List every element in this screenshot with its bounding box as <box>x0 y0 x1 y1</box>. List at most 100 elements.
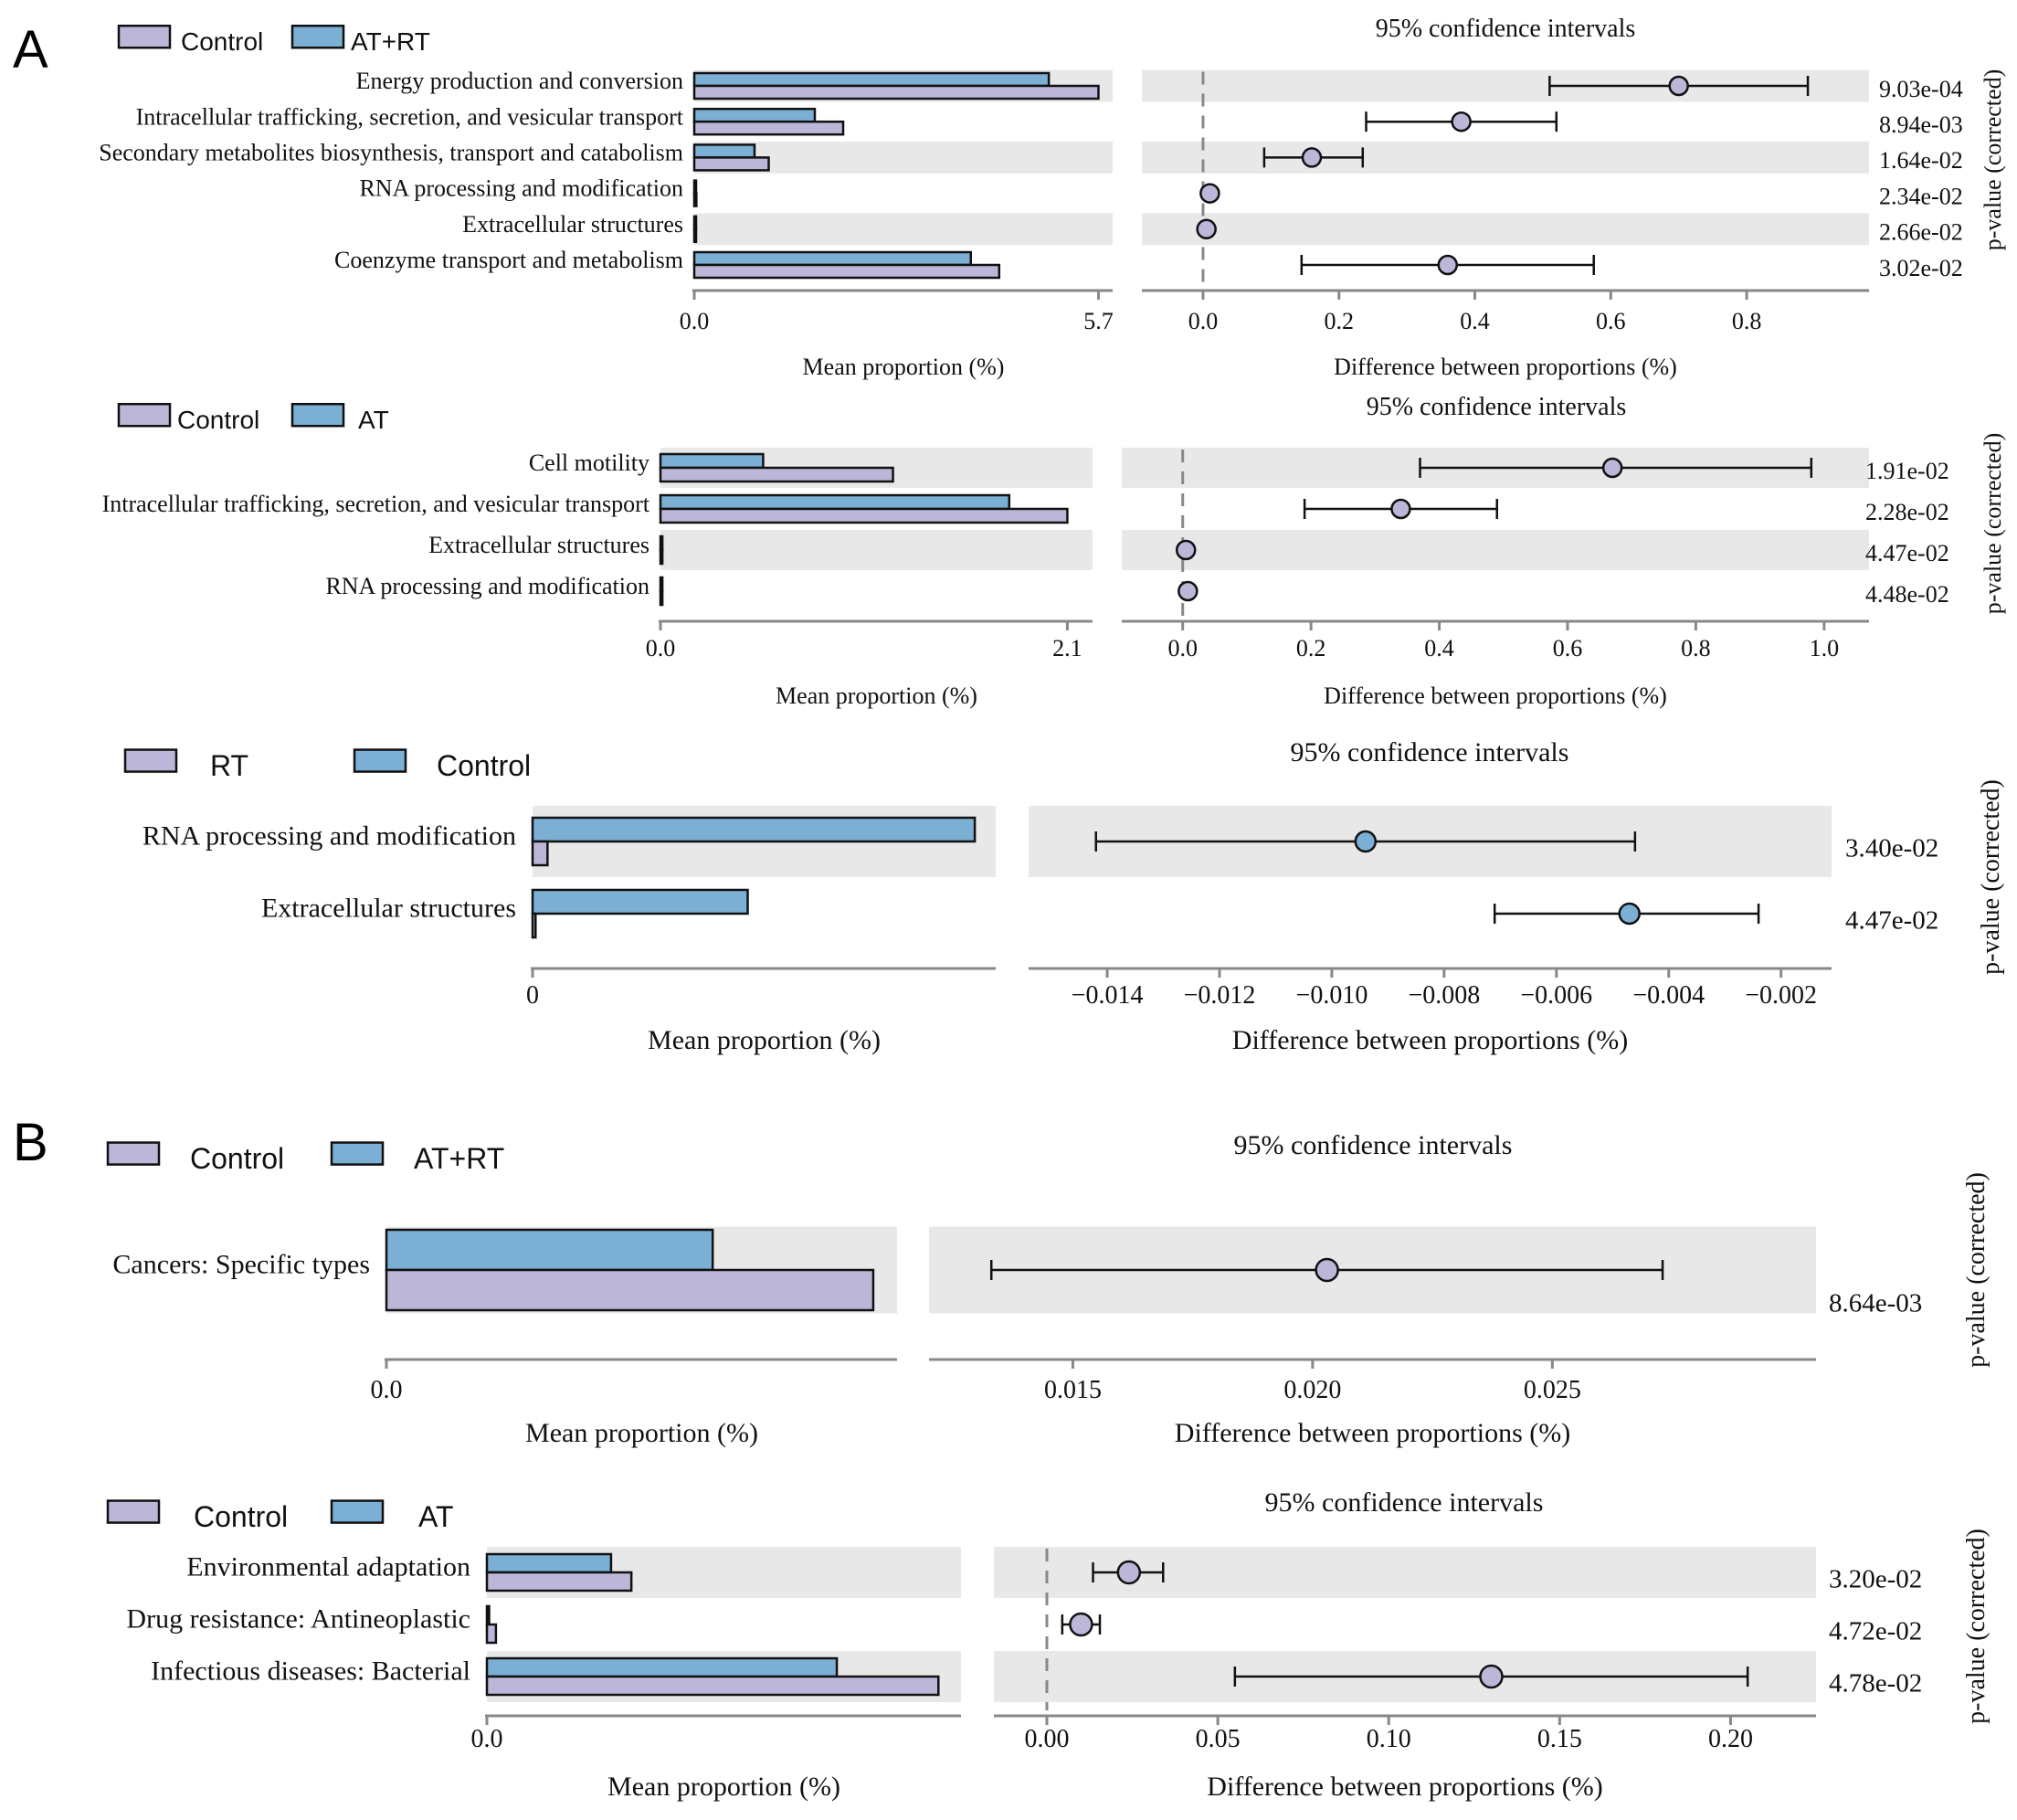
ci-axis-title: Difference between proportions (%) <box>1324 682 1667 709</box>
ci-tick-label: −0.008 <box>1408 981 1480 1010</box>
bar-control <box>385 1268 875 1312</box>
ci-estimate-marker <box>1390 498 1411 520</box>
ci-tick-label: 0.20 <box>1708 1725 1753 1753</box>
ci-tick-label: 0.6 <box>1553 635 1583 661</box>
category-label: RNA processing and modification <box>143 821 516 852</box>
ci-estimate-marker <box>1315 1257 1339 1283</box>
ci-estimate-marker <box>1069 1612 1093 1637</box>
bar-tick-label: 5.7 <box>1083 308 1114 334</box>
ci-tick-label: −0.010 <box>1296 981 1368 1010</box>
ci-tick-label: 0.025 <box>1524 1376 1581 1404</box>
legend-label: Control <box>177 406 259 434</box>
ci-axis-title: Difference between proportions (%) <box>1175 1418 1570 1448</box>
p-value: 1.91e-02 <box>1865 458 1949 484</box>
ci-estimate-marker <box>1175 539 1197 561</box>
legend-label: AT <box>358 406 389 434</box>
bar-treatment <box>692 71 1051 88</box>
bar-treatment <box>531 888 749 915</box>
row-shade-ci <box>1122 530 1869 570</box>
ci-estimate-marker <box>1196 218 1217 240</box>
bar-treatment <box>692 107 817 123</box>
category-label: Extracellular structures <box>261 894 516 924</box>
category-label: Cancers: Specific types <box>112 1250 370 1280</box>
p-value-axis-label: p-value (corrected) <box>1980 433 2006 614</box>
ci-tick-label: 0.0 <box>1167 635 1198 661</box>
ci-estimate-marker <box>1668 75 1689 97</box>
legend-label: AT+RT <box>414 1142 504 1175</box>
category-label: RNA processing and modification <box>325 573 649 599</box>
bar-axis-title: Mean proportion (%) <box>648 1025 881 1055</box>
bar-tick-label: 0.0 <box>680 308 710 334</box>
category-label: Secondary metabolites biosynthesis, tran… <box>99 140 683 166</box>
bar-tick-label: 0 <box>526 981 539 1010</box>
category-label: Infectious diseases: Bacterial <box>151 1656 470 1687</box>
bar-control <box>692 228 698 244</box>
legend-label: AT+RT <box>351 27 430 56</box>
p-value: 4.47e-02 <box>1845 906 1938 936</box>
p-value: 2.66e-02 <box>1879 219 1963 246</box>
bar-axis-title: Mean proportion (%) <box>776 682 977 709</box>
chart-panel-4: Control AT+RT 95% confidence intervals Canc… <box>106 1130 1991 1448</box>
legend-swatch <box>106 1141 161 1166</box>
ci-tick-label: 0.05 <box>1196 1725 1241 1753</box>
ci-tick-label: 0.15 <box>1537 1725 1582 1753</box>
bar-control <box>659 548 664 566</box>
ci-estimate-marker <box>1177 580 1199 602</box>
legend-label: AT <box>418 1500 454 1533</box>
ci-tick-label: 0.015 <box>1044 1376 1102 1404</box>
ci-tick-label: 0.6 <box>1596 308 1626 334</box>
category-label: Intracellular trafficking, secretion, an… <box>102 491 650 517</box>
p-value: 3.20e-02 <box>1829 1565 1922 1594</box>
bar-treatment <box>531 816 977 843</box>
row-shade-bar <box>694 213 1113 246</box>
p-value: 1.64e-02 <box>1879 147 1963 174</box>
bar-control <box>659 589 664 607</box>
panel-label-b: B <box>13 1113 48 1172</box>
legend-swatch <box>290 24 345 49</box>
category-label: Cell motility <box>529 450 649 476</box>
bar-control <box>659 466 894 483</box>
ci-title: 95% confidence intervals <box>1265 1487 1544 1518</box>
bar-tick-label: 0.0 <box>471 1725 503 1753</box>
p-value: 4.72e-02 <box>1829 1617 1922 1646</box>
bar-control <box>485 1571 633 1592</box>
p-value: 8.94e-03 <box>1879 111 1963 138</box>
ci-tick-label: −0.002 <box>1745 981 1817 1010</box>
legend-label: Control <box>194 1500 288 1533</box>
legend-swatch <box>330 1141 385 1166</box>
category-label: Drug resistance: Antineoplastic <box>126 1604 470 1635</box>
ci-tick-label: 0.020 <box>1283 1376 1341 1404</box>
bar-treatment <box>385 1228 714 1272</box>
bar-treatment <box>485 1552 613 1574</box>
p-value: 8.64e-03 <box>1829 1289 1922 1318</box>
chart-panel-3: RT Control 95% confidence intervals RNA pro… <box>123 737 2005 1055</box>
ci-tick-label: 0.0 <box>1188 308 1219 334</box>
bar-treatment <box>659 534 664 552</box>
chart-panel-1: Control AT+RT 95% confidence intervals Ener… <box>99 15 2006 380</box>
legend-swatch <box>106 1499 161 1524</box>
bar-treatment <box>485 1604 491 1626</box>
bar-tick-label: 2.1 <box>1052 635 1082 661</box>
bar-treatment <box>659 493 1011 511</box>
bar-treatment <box>692 215 698 231</box>
category-label: Intracellular trafficking, secretion, an… <box>136 103 684 130</box>
ci-estimate-marker <box>1199 183 1220 204</box>
bar-tick-label: 0.0 <box>646 635 676 661</box>
bar-control <box>692 120 845 136</box>
ci-estimate-marker <box>1301 147 1323 168</box>
bar-tick-label: 0.0 <box>371 1376 403 1404</box>
ci-estimate-marker <box>1451 111 1472 132</box>
row-shade-ci <box>1142 213 1869 246</box>
row-shade-bar <box>660 530 1093 570</box>
ci-tick-label: −0.012 <box>1184 981 1256 1010</box>
bar-axis-title: Mean proportion (%) <box>607 1772 840 1802</box>
p-value-axis-label: p-value (corrected) <box>1977 779 2005 975</box>
legend-swatch <box>330 1499 385 1524</box>
ci-tick-label: 0.2 <box>1324 308 1354 334</box>
ci-estimate-marker <box>1601 457 1623 479</box>
bar-treatment <box>692 179 698 195</box>
bar-control <box>485 1675 940 1697</box>
bar-control <box>692 156 770 172</box>
